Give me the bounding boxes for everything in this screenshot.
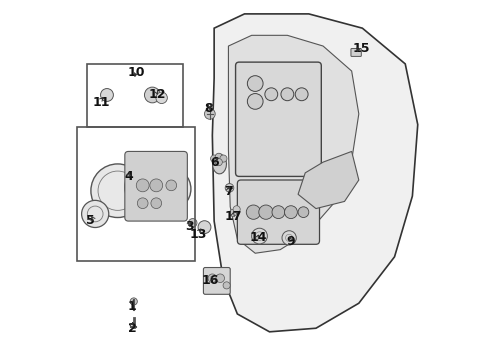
Circle shape [188,219,197,227]
Polygon shape [298,152,358,208]
Circle shape [215,158,222,166]
Text: 6: 6 [209,156,218,169]
Text: 14: 14 [249,231,266,244]
Circle shape [220,155,226,162]
Circle shape [136,179,149,192]
Circle shape [233,206,240,213]
Circle shape [225,184,233,192]
Circle shape [124,160,178,214]
Circle shape [271,206,285,219]
Circle shape [137,198,148,208]
Circle shape [264,88,277,101]
Circle shape [151,198,162,208]
Text: 13: 13 [189,228,206,241]
Circle shape [81,201,108,228]
Circle shape [215,153,222,160]
Circle shape [130,298,137,305]
Circle shape [246,205,260,219]
FancyBboxPatch shape [235,62,321,176]
Text: 15: 15 [352,42,370,55]
Circle shape [198,221,210,234]
Text: 12: 12 [148,89,165,102]
Text: 5: 5 [85,213,94,226]
Text: 11: 11 [92,96,109,109]
Circle shape [101,89,113,102]
Circle shape [229,209,236,216]
Circle shape [216,274,224,283]
Text: 1: 1 [127,300,136,313]
Circle shape [247,76,263,91]
Text: 10: 10 [127,66,145,79]
FancyBboxPatch shape [124,152,187,221]
Text: 3: 3 [184,220,193,233]
Circle shape [210,155,217,162]
Text: 4: 4 [124,170,133,183]
Circle shape [282,231,296,245]
Text: 9: 9 [285,235,294,248]
Circle shape [295,88,307,101]
Circle shape [281,88,293,101]
Text: 17: 17 [224,210,242,223]
Circle shape [149,179,163,192]
Circle shape [165,180,176,191]
FancyBboxPatch shape [350,49,361,57]
Circle shape [251,228,267,244]
Circle shape [258,205,272,219]
Circle shape [148,167,190,210]
Circle shape [207,274,216,283]
Text: 8: 8 [204,102,213,115]
Text: 16: 16 [202,274,219,287]
FancyBboxPatch shape [203,267,230,294]
Circle shape [156,92,167,104]
Circle shape [284,206,297,219]
Circle shape [144,87,160,103]
Circle shape [91,164,144,217]
Bar [86,64,183,127]
Circle shape [298,207,308,217]
Polygon shape [212,154,226,174]
Circle shape [204,109,215,119]
Circle shape [247,94,263,109]
Text: 2: 2 [127,322,136,335]
Polygon shape [228,35,358,253]
Text: 7: 7 [224,185,232,198]
Polygon shape [212,14,417,332]
FancyBboxPatch shape [237,180,319,244]
Circle shape [223,282,230,289]
Bar [77,127,195,261]
